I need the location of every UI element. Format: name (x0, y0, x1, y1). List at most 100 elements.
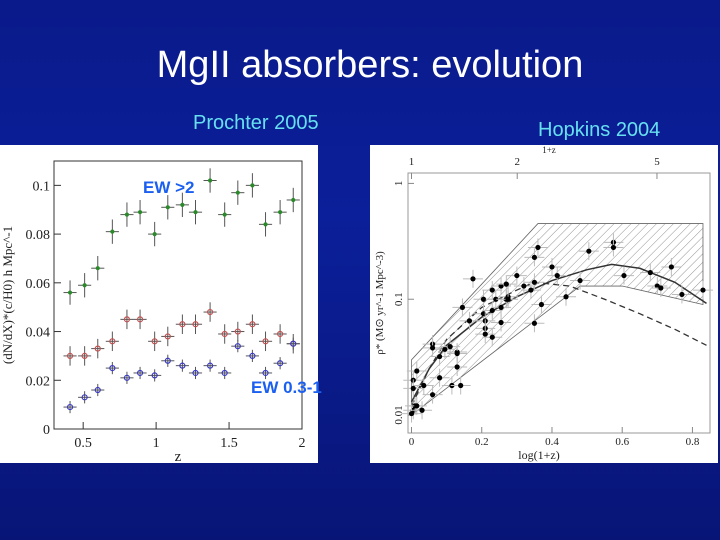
data-marker (192, 321, 199, 328)
data-point-series-0 (218, 202, 232, 227)
data-point (671, 285, 692, 304)
x-axis-label: log(1+z) (518, 448, 559, 462)
data-marker (234, 328, 241, 335)
data-point (578, 242, 599, 261)
data-marker (278, 210, 283, 215)
data-marker (466, 318, 473, 324)
y-axis-label: (dN/dX)*(c/H0) h Mpc^-1 (0, 226, 15, 364)
x-tick-label: 1 (153, 436, 160, 451)
data-point-series-1 (218, 324, 232, 344)
data-marker (193, 210, 198, 215)
data-point (524, 314, 545, 333)
data-point-series-2 (245, 349, 259, 362)
data-marker (621, 272, 627, 279)
data-point-series-0 (91, 256, 105, 281)
data-point-series-1 (188, 314, 203, 334)
data-marker (458, 382, 464, 389)
data-marker (647, 269, 653, 276)
data-marker (222, 212, 227, 217)
data-marker (263, 222, 268, 227)
data-marker (206, 308, 214, 316)
data-point (482, 328, 503, 347)
data-point (447, 357, 468, 376)
data-marker (164, 333, 171, 340)
data-point-series-1 (258, 331, 273, 352)
data-marker (165, 205, 170, 210)
data-marker (207, 178, 213, 183)
data-marker (414, 368, 420, 374)
plot-frame (407, 172, 711, 434)
data-point (613, 266, 634, 285)
data-point-series-2 (203, 359, 217, 372)
data-point-series-0 (148, 221, 162, 247)
data-marker (151, 338, 158, 345)
annotation-ew-gt2: EW >2 (143, 178, 195, 197)
data-marker (577, 277, 583, 284)
data-marker (262, 338, 269, 345)
data-marker (94, 386, 101, 394)
data-point-series-1 (203, 302, 217, 322)
data-point (485, 290, 506, 309)
prochter-chart-panel: 0.5 1 1.5 2 0 0.02 0.04 0.06 0.08 0.1 z (dN/dX)*(c/… (0, 145, 322, 465)
data-marker (410, 385, 416, 391)
data-marker (136, 369, 144, 377)
data-marker (179, 362, 186, 369)
y-tick-label: 0.1 (33, 179, 51, 194)
data-marker (514, 272, 520, 279)
data-point-series-1 (148, 331, 162, 352)
data-point-series-0 (120, 202, 134, 227)
data-marker (538, 301, 545, 308)
data-point (406, 396, 427, 415)
data-point-series-2 (78, 391, 92, 404)
data-marker (419, 407, 425, 413)
data-point (482, 281, 503, 300)
data-marker (192, 369, 199, 377)
y-tick-label: 0 (43, 423, 50, 438)
y-tick-label: 0.01 (393, 405, 405, 424)
data-point-series-1 (91, 338, 105, 359)
data-point (520, 281, 541, 300)
data-marker (81, 394, 88, 401)
data-point-series-0 (188, 199, 203, 225)
data-marker (489, 334, 495, 340)
data-point (413, 376, 434, 395)
data-point-series-2 (148, 369, 162, 382)
x-tick-label: 0.2 (475, 436, 489, 448)
data-marker (489, 307, 495, 314)
plot-frame (53, 160, 303, 430)
data-marker (235, 190, 240, 195)
data-marker (535, 244, 541, 251)
data-point (570, 271, 591, 290)
data-point (450, 376, 471, 395)
data-point-series-0 (286, 187, 300, 213)
y-tick-label: 0.04 (26, 326, 51, 341)
hatched-uncertainty-band (411, 223, 704, 416)
data-point-series-0 (133, 199, 147, 225)
data-marker (498, 283, 504, 289)
data-point (412, 401, 433, 420)
data-point-series-0 (161, 195, 175, 220)
x-tick-label: 0.5 (74, 436, 92, 451)
right-source-label: Hopkins 2004 (538, 119, 661, 141)
data-point-series-2 (258, 366, 273, 380)
data-marker (658, 285, 664, 291)
slide-title: MgII absorbers: evolution (156, 44, 584, 86)
data-point-series-0 (78, 273, 92, 298)
data-marker (498, 319, 504, 326)
data-point-series-2 (120, 371, 134, 384)
data-point-series-0 (245, 173, 259, 198)
data-marker (109, 364, 116, 372)
data-marker (429, 392, 436, 398)
data-point-series-2 (133, 366, 147, 380)
data-marker (447, 344, 453, 350)
data-marker (66, 352, 74, 360)
data-marker (95, 266, 100, 271)
data-marker (408, 410, 415, 417)
data-point (692, 281, 713, 300)
data-marker (563, 294, 569, 300)
x-axis-label: z (175, 449, 182, 463)
data-point-series-1 (231, 321, 245, 342)
x-tick-label: 0.8 (686, 436, 700, 448)
data-point (434, 340, 455, 359)
data-point (401, 404, 422, 423)
